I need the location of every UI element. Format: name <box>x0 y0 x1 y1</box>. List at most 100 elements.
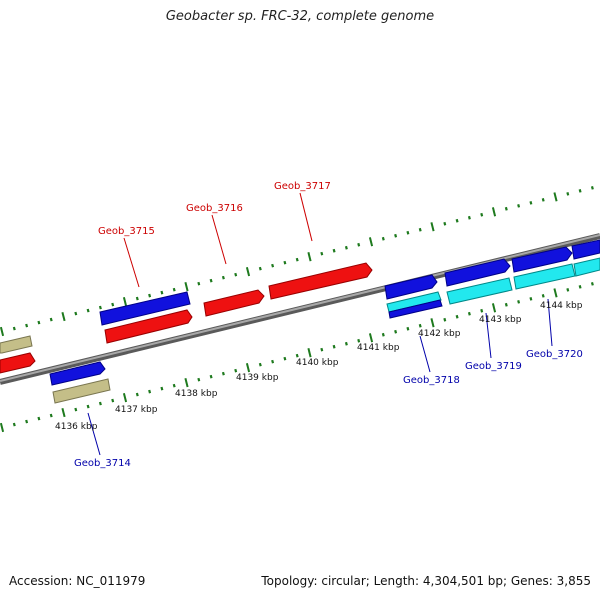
minor-tick <box>37 416 41 421</box>
minor-tick <box>480 308 484 313</box>
major-tick <box>184 377 189 388</box>
minor-tick <box>86 404 90 409</box>
gene-labels-reverse: Geob_3714 Geob_3718 Geob_3719 Geob_3720 <box>74 349 583 469</box>
gene-feature-blue[interactable] <box>384 274 438 300</box>
major-tick <box>0 326 5 337</box>
major-tick <box>307 348 312 358</box>
major-tick <box>122 392 128 403</box>
minor-tick <box>271 359 275 364</box>
gene-feature-blue[interactable] <box>571 239 600 260</box>
gene-feature-cyan[interactable] <box>386 291 442 313</box>
minor-tick <box>394 233 398 238</box>
gene-features <box>0 239 600 404</box>
gene-feature-olive[interactable] <box>52 378 111 404</box>
minor-tick <box>111 398 115 403</box>
minor-tick <box>148 389 152 394</box>
minor-tick <box>517 300 521 304</box>
major-tick <box>184 281 189 292</box>
minor-tick <box>98 401 102 406</box>
gene-labels-forward: Geob_3715 Geob_3716 Geob_3717 <box>98 181 331 237</box>
minor-tick <box>209 278 213 283</box>
minor-tick <box>197 281 201 286</box>
minor-tick <box>566 288 570 292</box>
minor-tick <box>455 218 459 223</box>
minor-tick <box>480 212 484 217</box>
minor-tick <box>504 206 508 211</box>
minor-tick <box>221 275 225 280</box>
minor-tick <box>455 314 459 319</box>
gene-feature-blue[interactable] <box>511 246 573 273</box>
major-tick <box>491 207 497 217</box>
gene-label[interactable]: Geob_3718 <box>403 375 460 386</box>
kbp-label: 4141 kbp <box>357 343 400 353</box>
major-tick <box>61 311 66 322</box>
minor-tick <box>344 341 348 346</box>
gene-feature-cyan[interactable] <box>513 263 576 290</box>
minor-tick <box>25 419 29 424</box>
minor-tick <box>12 422 16 427</box>
major-tick <box>0 422 5 433</box>
gene-feature-blue[interactable] <box>444 258 511 287</box>
gene-feature-blue[interactable] <box>388 299 443 319</box>
gene-label[interactable]: Geob_3719 <box>465 361 522 372</box>
minor-tick <box>578 285 582 289</box>
minor-tick <box>172 383 176 388</box>
minor-tick <box>172 287 176 292</box>
gene-feature-red[interactable] <box>0 352 36 374</box>
major-tick <box>430 222 435 232</box>
major-tick <box>61 407 66 418</box>
minor-tick <box>49 413 53 418</box>
minor-tick <box>74 407 78 412</box>
gene-feature-olive[interactable] <box>0 335 33 354</box>
minor-tick <box>541 294 545 298</box>
kbp-label: 4142 kbp <box>418 329 461 339</box>
major-tick <box>553 192 558 202</box>
gene-label[interactable]: Geob_3714 <box>74 458 131 469</box>
kbp-scale: 4136 kbp 4137 kbp 4138 kbp 4139 kbp 4140… <box>55 301 583 432</box>
gene-label[interactable]: Geob_3716 <box>186 203 243 214</box>
major-tick <box>553 288 558 298</box>
gene-feature-red[interactable] <box>203 289 265 317</box>
gene-label[interactable]: Geob_3717 <box>274 181 331 192</box>
major-tick <box>307 252 312 262</box>
minor-tick <box>443 317 447 322</box>
major-tick <box>430 318 435 328</box>
minor-tick <box>357 338 361 343</box>
minor-tick <box>221 371 225 376</box>
major-tick <box>368 333 374 343</box>
minor-tick <box>529 201 533 205</box>
gene-feature-cyan[interactable] <box>573 257 600 277</box>
major-tick <box>122 296 128 307</box>
minor-tick <box>566 192 570 196</box>
gene-label[interactable]: Geob_3715 <box>98 226 155 237</box>
minor-tick <box>234 272 238 277</box>
gene-feature-blue[interactable] <box>99 291 191 326</box>
minor-tick <box>394 329 398 334</box>
gene-feature-cyan[interactable] <box>446 277 513 305</box>
minor-tick <box>271 263 275 268</box>
minor-tick <box>320 347 324 352</box>
minor-tick <box>37 320 41 325</box>
major-tick <box>368 237 374 247</box>
lower-tick-track <box>0 282 594 433</box>
minor-tick <box>332 248 336 253</box>
minor-tick <box>98 305 102 310</box>
minor-tick <box>148 293 152 298</box>
gene-feature-red[interactable] <box>104 309 193 344</box>
gene-label[interactable]: Geob_3720 <box>526 349 583 360</box>
minor-tick <box>467 311 471 316</box>
gene-feature-red[interactable] <box>268 262 373 300</box>
minor-tick <box>443 221 447 226</box>
kbp-label: 4139 kbp <box>236 373 279 383</box>
minor-tick <box>258 362 262 367</box>
minor-tick <box>504 302 508 307</box>
minor-tick <box>283 260 287 265</box>
minor-tick <box>86 308 90 313</box>
gene-feature-blue[interactable] <box>49 361 106 386</box>
minor-tick <box>590 186 594 190</box>
minor-tick <box>406 326 410 331</box>
kbp-label: 4138 kbp <box>175 389 218 399</box>
minor-tick <box>135 296 139 301</box>
minor-tick <box>381 236 385 241</box>
